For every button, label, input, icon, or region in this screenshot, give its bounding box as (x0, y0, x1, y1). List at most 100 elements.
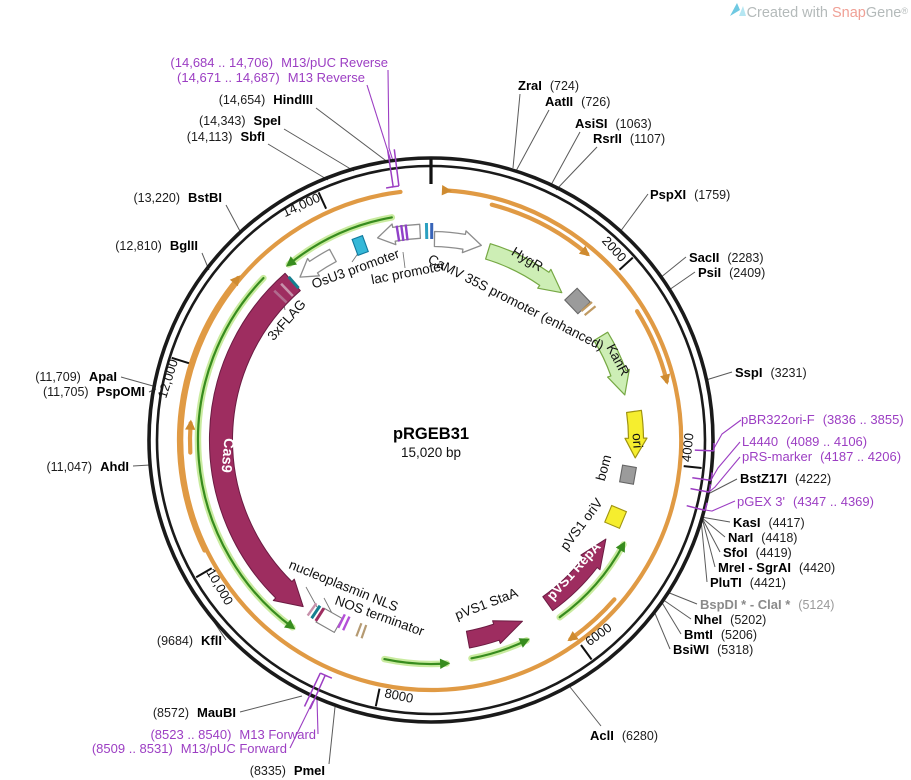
primer-label-l4440[interactable]: L4440 (4089 .. 4106) (742, 434, 867, 449)
feature-bar (314, 607, 326, 622)
arrow-head-icon (286, 256, 297, 267)
site-label-maubi[interactable]: (8572) MauBI (153, 705, 236, 720)
leader-line (512, 93, 521, 169)
site-label-sbfi[interactable]: (14,113) SbfI (187, 129, 265, 144)
primer-site-mark (710, 472, 713, 481)
leader-line (569, 686, 602, 727)
tick-mark (580, 644, 593, 661)
feature-arrow-cas9[interactable] (209, 272, 304, 608)
leader-line (132, 464, 151, 467)
site-label-bstz17i[interactable]: BstZ17I (4222) (740, 471, 831, 486)
feature-box-grna-scaffold[interactable] (351, 234, 369, 257)
primer-label-m13-reverse[interactable]: (14,671 .. 14,687) M13 Reverse (177, 70, 365, 85)
site-label-mrei-sgrai[interactable]: MreI - SgrAI (4420) (718, 560, 835, 575)
site-label-asisi[interactable]: AsiSI (1063) (575, 116, 652, 131)
feature-bar (337, 613, 346, 629)
feature-arrow-pvs1-repa[interactable] (542, 538, 607, 612)
site-label-sacii[interactable]: SacII (2283) (689, 250, 764, 265)
feature-bar (280, 282, 294, 297)
feature-arrow-osu3-promoter[interactable] (299, 248, 337, 278)
feature-label-pvs1-staa[interactable]: pVS1 StaA (453, 585, 520, 623)
site-label-sfoi[interactable]: SfoI (4419) (723, 545, 792, 560)
feature-bar (342, 616, 351, 631)
arrow-head-icon (578, 245, 590, 257)
feature-arrow-kanr[interactable] (593, 331, 630, 396)
site-label-pluti[interactable]: PluTI (4421) (710, 575, 786, 590)
site-label-pspomi[interactable]: (11,705) PspOMI (43, 384, 145, 399)
feature-label-ori[interactable]: ori (629, 433, 645, 449)
plasmid-size: 15,020 bp (401, 445, 461, 460)
snapgene-logo-icon (730, 3, 740, 16)
orf-arc (558, 543, 625, 619)
leader-line (660, 600, 682, 635)
primer-leader-line (710, 441, 741, 481)
site-label-spei[interactable]: (14,343) SpeI (199, 113, 281, 128)
primer-site-mark (391, 185, 400, 188)
primer-site-mark (393, 149, 400, 187)
primer-label-m13-forward[interactable]: (8523 .. 8540) M13 Forward (150, 727, 316, 742)
primer-site-mark (708, 484, 712, 493)
site-label-nhei[interactable]: NheI (5202) (694, 612, 766, 627)
site-label-sspi[interactable]: SspI (3231) (735, 365, 807, 380)
site-label-bspdi-clai[interactable]: BspDI * - ClaI * (5124) (700, 597, 834, 612)
site-label-kasi[interactable]: KasI (4417) (733, 515, 805, 530)
feature-label-bom[interactable]: bom (593, 453, 614, 482)
site-label-bsiwi[interactable]: BsiWI (5318) (673, 642, 753, 657)
primer-label-pbr322ori-f[interactable]: pBR322ori-F (3836 .. 3855) (741, 412, 904, 427)
leader-line (555, 146, 598, 191)
site-label-pmei[interactable]: (8335) PmeI (250, 763, 325, 778)
primer-site-mark (704, 502, 708, 511)
feature-bar (283, 279, 298, 294)
site-label-apai[interactable]: (11,709) ApaI (35, 369, 117, 384)
feature-arrow-hygr[interactable] (485, 243, 563, 294)
feature-label-cas9[interactable]: Cas9 (218, 437, 237, 473)
site-label-pspxi[interactable]: PspXI (1759) (650, 187, 730, 202)
feature-box-bom[interactable] (618, 464, 638, 485)
feature-arrow-pvs1-staa[interactable] (465, 620, 523, 649)
primer-site-mark (694, 449, 714, 452)
site-label-acli[interactable]: AclI (6280) (590, 728, 658, 743)
feature-bar (395, 225, 401, 242)
site-label-psii[interactable]: PsiI (2409) (698, 265, 765, 280)
leader-line (315, 107, 390, 164)
primer-label-pgex-3[interactable]: pGEX 3' (4347 .. 4369) (737, 494, 874, 509)
leader-line (653, 610, 671, 650)
leader-line (700, 518, 708, 583)
leader-line (328, 706, 336, 765)
leader-line (700, 516, 726, 538)
arrow-head-icon (518, 638, 530, 648)
primer-leader-line (704, 500, 736, 512)
snapgene-logo-icon (739, 6, 746, 16)
site-label-bstbi[interactable]: (13,220) BstBI (133, 190, 222, 205)
arrow-head-icon (660, 373, 671, 385)
primer-label-prs-marker[interactable]: pRS-marker (4187 .. 4206) (742, 449, 901, 464)
tick-mark (374, 688, 381, 707)
leader-line (705, 371, 733, 381)
site-label-hindiii[interactable]: (14,654) HindIII (219, 92, 313, 107)
site-label-bmti[interactable]: BmtI (5206) (684, 627, 757, 642)
primer-label-m13-puc-reverse[interactable]: (14,684 .. 14,706) M13/pUC Reverse (170, 55, 388, 70)
feature-box-pvs1-oriv[interactable] (604, 504, 628, 530)
feature-bar (583, 305, 597, 316)
feature-arrow-camv-35s-promoter[interactable] (433, 230, 482, 254)
feature-box-misc[interactable] (564, 287, 591, 315)
arrow-head-icon (229, 275, 241, 287)
leader-line (701, 517, 721, 553)
site-label-bglii[interactable]: (12,810) BglII (115, 238, 198, 253)
site-label-nari[interactable]: NarI (4418) (728, 530, 797, 545)
tick-mark (195, 567, 213, 579)
tick-label-8000: 8000 (383, 685, 414, 706)
site-label-kfli[interactable]: (9684) KflI (157, 633, 222, 648)
arrow-head-icon (615, 541, 626, 553)
leader-line (701, 517, 716, 568)
feature-arrow-ori[interactable] (624, 409, 648, 459)
orf-arc (489, 202, 590, 256)
site-label-ahdi[interactable]: (11,047) AhdI (46, 459, 129, 474)
leader-line (668, 271, 696, 291)
site-label-zrai[interactable]: ZraI (724) (518, 78, 579, 93)
arrow-head-icon (185, 419, 196, 430)
primer-site-mark (692, 476, 712, 482)
site-label-aatii[interactable]: AatII (726) (545, 94, 610, 109)
primer-label-m13-puc-forward[interactable]: (8509 .. 8531) M13/pUC Forward (92, 741, 287, 756)
site-label-rsrii[interactable]: RsrII (1107) (593, 131, 665, 146)
